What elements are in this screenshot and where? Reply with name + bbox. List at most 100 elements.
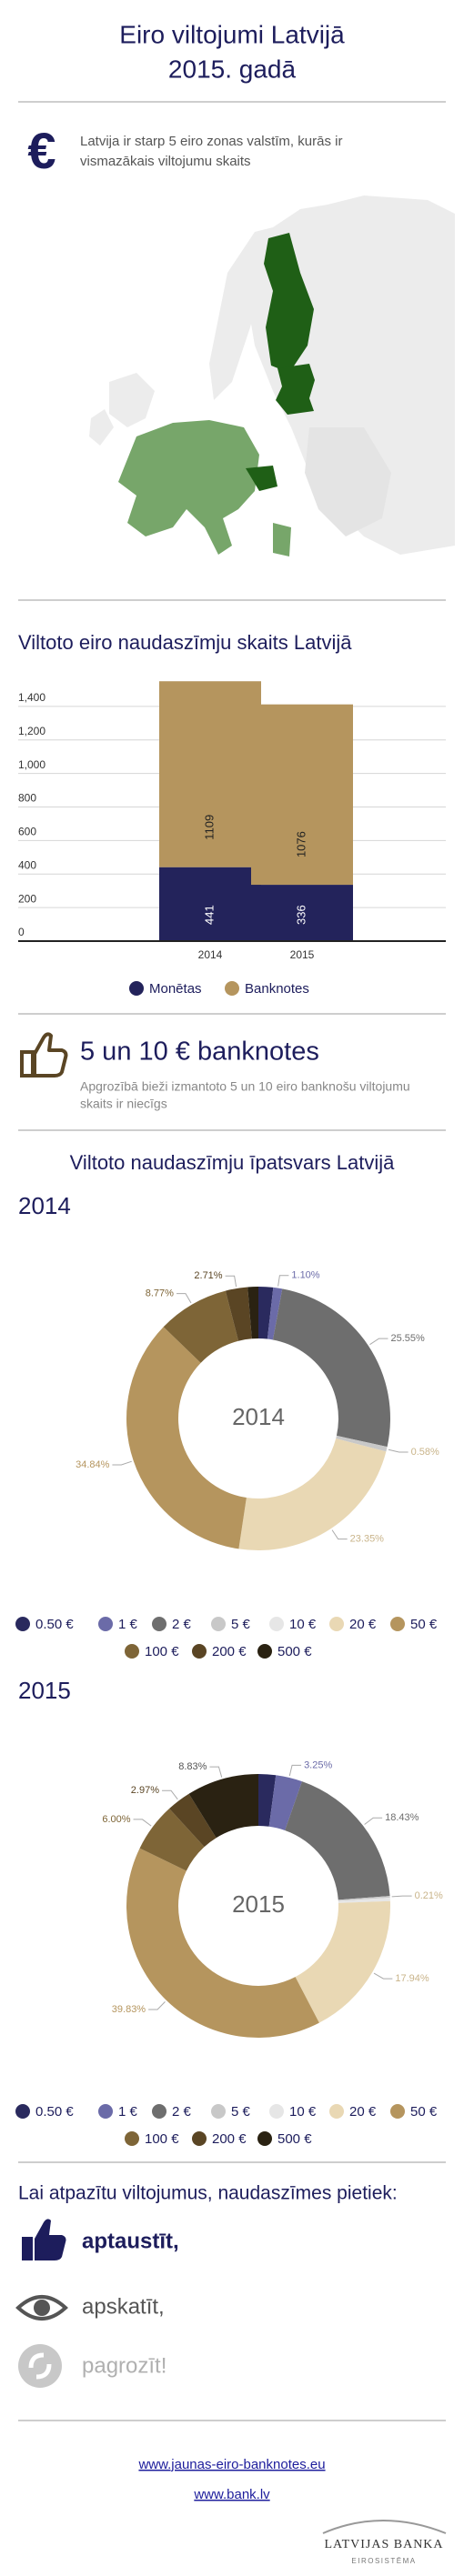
legend-swatch [125, 2131, 139, 2146]
legend-swatch [192, 1644, 207, 1659]
donut-slice [285, 1781, 390, 1900]
donut-slice [225, 1287, 252, 1341]
legend-label: 1 € [118, 2104, 138, 2120]
legend-swatch [269, 1617, 284, 1631]
legend-swatch [152, 1617, 166, 1631]
donut-center-label: 2014 [232, 1403, 285, 1430]
slice-label: 3.25% [304, 1759, 332, 1770]
donut-slice [238, 1438, 387, 1550]
slice-label: 25.55% [390, 1333, 425, 1344]
highlight-title: 5 un 10 € banknotes [80, 1037, 319, 1067]
y-tick-label: 1,000 [18, 758, 45, 771]
legend-label: 200 € [212, 1644, 247, 1659]
bar-value-label: 1109 [202, 815, 216, 840]
donut-chart: 3.25% 18.43% 0.21% 17.94% 39.83% 6.00% 2.97% 8.… [15, 1759, 443, 2147]
bar-segment [159, 867, 261, 941]
legend-swatch [129, 981, 144, 996]
tip-item: aptaustīt, [82, 2229, 179, 2253]
leader-line [225, 1275, 237, 1288]
legend-swatch [257, 1644, 272, 1659]
tip-item: pagrozīt! [82, 2353, 166, 2378]
legend-swatch [152, 2104, 166, 2119]
legend-label: 5 € [231, 2104, 251, 2120]
legend-label: 10 € [289, 1617, 317, 1632]
donut-slice [126, 1327, 247, 1549]
legend-swatch [98, 2104, 113, 2119]
legend-label: 20 € [349, 2104, 377, 2120]
slice-label: 2.71% [194, 1270, 222, 1281]
slice-label: 34.84% [76, 1459, 110, 1470]
legend-swatch [329, 1617, 344, 1631]
donut-slice [295, 1900, 390, 2023]
leader-line [133, 1819, 152, 1827]
y-tick-label: 1,200 [18, 725, 45, 737]
y-tick-label: 200 [18, 892, 36, 905]
legend-label: Banknotes [245, 981, 309, 997]
x-tick-label: 2014 [198, 948, 223, 961]
y-tick-label: 400 [18, 858, 36, 871]
leader-line [331, 1529, 348, 1540]
donut-slice [338, 1897, 390, 1903]
slice-label: 0.21% [415, 1890, 443, 1901]
legend-label: 1 € [118, 1617, 138, 1632]
legend-label: 500 € [277, 1644, 312, 1659]
leader-line [373, 1972, 393, 1980]
logo-name: LATVIJAS BANKA [324, 2538, 443, 2551]
legend-label: 2 € [172, 1617, 192, 1632]
slice-label: 39.83% [112, 2004, 146, 2015]
legend-label: 10 € [289, 2104, 317, 2120]
y-tick-label: 0 [18, 926, 25, 938]
slice-label: 8.83% [178, 1761, 207, 1772]
bar-value-label: 441 [202, 905, 216, 925]
legend-swatch [269, 2104, 284, 2119]
tips-title: Lai atpazītu viltojumus, naudaszīmes pie… [18, 2183, 398, 2204]
leader-line [162, 1789, 178, 1800]
legend-label: 100 € [145, 1644, 179, 1659]
title-line: Eiro viltojumi Latvijā [119, 20, 345, 48]
leader-line [364, 1817, 383, 1825]
leader-line [277, 1275, 289, 1287]
bar-chart: 0 200 400 600 800 1,000 1,200 1,400 441 1109 2014 3… [18, 681, 446, 997]
legend-label: Monētas [149, 981, 202, 997]
donut-slice [139, 1809, 205, 1871]
donut-slice [267, 1287, 283, 1340]
intro-text: vismazākais viltojumu skaits [80, 154, 251, 169]
slice-label: 0.58% [411, 1447, 439, 1458]
link[interactable]: www.jaunas-eiro-banknotes.eu [137, 2457, 325, 2472]
legend-swatch [390, 1617, 405, 1631]
bar-value-label: 1076 [294, 831, 308, 857]
bar-segment [159, 681, 261, 867]
legend-label: 200 € [212, 2131, 247, 2147]
bar-value-label: 336 [294, 905, 308, 925]
donut-slice [188, 1774, 258, 1839]
donut-slice [272, 1288, 390, 1448]
legend-label: 50 € [410, 1617, 438, 1632]
legend-swatch [125, 1644, 139, 1659]
section-title: Viltoto naudaszīmju īpatsvars Latvijā [70, 1151, 395, 1174]
thumb-icon [20, 1032, 68, 1078]
legend-swatch [225, 981, 239, 996]
slice-label: 8.77% [146, 1288, 174, 1299]
legend-label: 2 € [172, 2104, 192, 2120]
link[interactable]: www.bank.lv [193, 2487, 270, 2502]
x-tick-label: 2015 [290, 948, 315, 961]
legend-swatch [98, 1617, 113, 1631]
legend-label: 500 € [277, 2131, 312, 2147]
leader-line [209, 1766, 223, 1778]
slice-label: 18.43% [385, 1812, 419, 1823]
donut-slice [336, 1435, 388, 1452]
legend-swatch [15, 2104, 30, 2119]
legend-swatch [211, 1617, 226, 1631]
legend-label: 0.50 € [35, 1617, 74, 1632]
slice-label: 17.94% [395, 1973, 429, 1984]
europe-map [89, 195, 455, 556]
donut-slice [169, 1793, 217, 1848]
donut-slice [258, 1774, 277, 1827]
donut-heading: 2014 [18, 1192, 71, 1219]
donut-slice [268, 1775, 303, 1830]
legend-label: 50 € [410, 2104, 438, 2120]
donut-slice [338, 1896, 390, 1901]
legend-label: 0.50 € [35, 2104, 74, 2120]
legend-swatch [192, 2131, 207, 2146]
